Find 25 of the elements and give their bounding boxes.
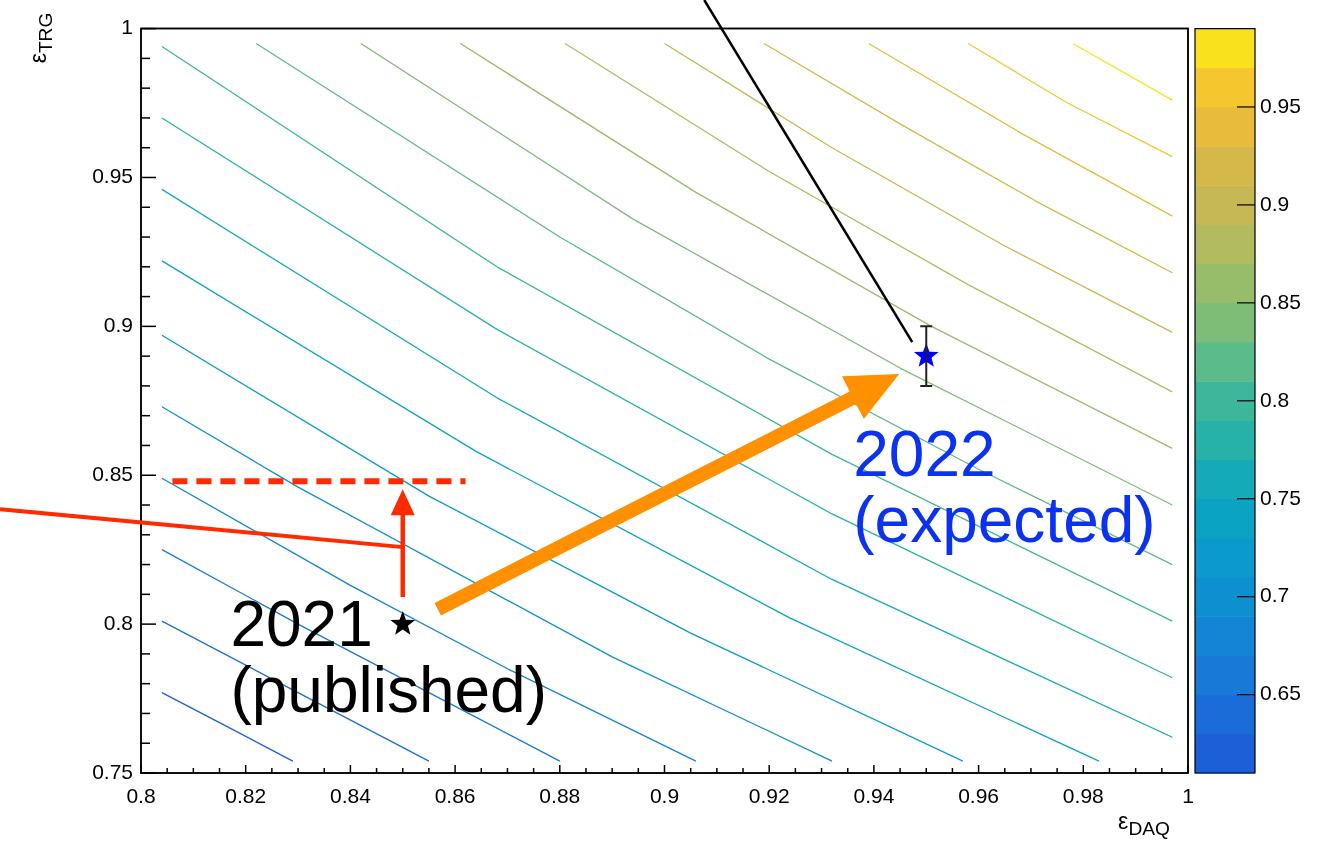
x-tick-label: 0.86 bbox=[434, 784, 476, 808]
x-tick-label: 1 bbox=[1182, 784, 1194, 808]
color-bar-label: 0.85 bbox=[1260, 289, 1301, 313]
y-tick-label: 0.85 bbox=[92, 462, 133, 486]
x-tick-label: 0.84 bbox=[329, 784, 372, 808]
x-tick-label: 0.9 bbox=[649, 784, 680, 808]
x-tick-label: 0.82 bbox=[225, 784, 267, 808]
y-tick-label: 0.75 bbox=[92, 759, 133, 783]
color-bar-label: 0.95 bbox=[1260, 93, 1301, 117]
color-bar-label: 0.75 bbox=[1260, 485, 1301, 509]
x-tick-label: 0.96 bbox=[958, 784, 1000, 808]
y-tick-label: 0.95 bbox=[92, 164, 133, 188]
x-tick-label: 0.8 bbox=[126, 784, 156, 808]
color-bar-label: 0.8 bbox=[1260, 387, 1290, 411]
x-tick-label: 0.94 bbox=[853, 784, 895, 808]
x-tick-label: 0.92 bbox=[748, 784, 790, 808]
y-tick-label: 0.9 bbox=[103, 313, 133, 337]
x-tick-label: 0.88 bbox=[539, 784, 581, 808]
y-tick-label: 1 bbox=[121, 15, 133, 39]
x-axis-title: ε$_{DAQ}$ bbox=[1117, 808, 1171, 839]
x-tick-label: 0.98 bbox=[1062, 784, 1104, 808]
color-bar-label: 0.9 bbox=[1260, 191, 1290, 215]
y-tick-label: 0.8 bbox=[103, 610, 133, 634]
color-bar-label: 0.7 bbox=[1260, 583, 1290, 607]
color-bar-label: 0.65 bbox=[1260, 681, 1301, 705]
